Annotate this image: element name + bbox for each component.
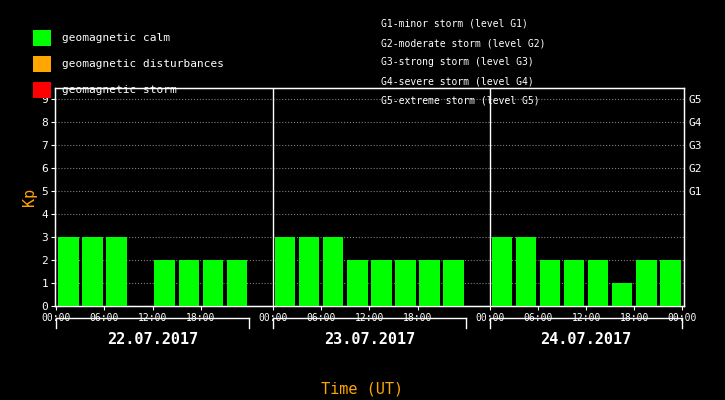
Bar xyxy=(58,237,78,306)
Bar xyxy=(323,237,344,306)
Bar xyxy=(540,260,560,306)
Text: G3-strong storm (level G3): G3-strong storm (level G3) xyxy=(381,58,534,68)
Text: geomagnetic calm: geomagnetic calm xyxy=(62,33,170,43)
Bar xyxy=(107,237,127,306)
Bar xyxy=(444,260,464,306)
Bar xyxy=(275,237,295,306)
Bar xyxy=(612,283,632,306)
Text: G2-moderate storm (level G2): G2-moderate storm (level G2) xyxy=(381,38,545,48)
Bar xyxy=(588,260,608,306)
Bar xyxy=(202,260,223,306)
Text: geomagnetic storm: geomagnetic storm xyxy=(62,85,176,95)
Bar xyxy=(154,260,175,306)
Text: 24.07.2017: 24.07.2017 xyxy=(541,332,631,347)
Bar xyxy=(395,260,415,306)
Bar xyxy=(492,237,512,306)
Y-axis label: Kp: Kp xyxy=(22,188,37,206)
Text: Time (UT): Time (UT) xyxy=(321,381,404,396)
Bar xyxy=(636,260,657,306)
Bar xyxy=(371,260,392,306)
Text: 23.07.2017: 23.07.2017 xyxy=(324,332,415,347)
Bar xyxy=(82,237,103,306)
Bar xyxy=(299,237,320,306)
Text: G5-extreme storm (level G5): G5-extreme storm (level G5) xyxy=(381,96,539,106)
Bar xyxy=(227,260,247,306)
Bar xyxy=(564,260,584,306)
Bar xyxy=(347,260,368,306)
Text: G4-severe storm (level G4): G4-severe storm (level G4) xyxy=(381,77,534,87)
Bar xyxy=(515,237,536,306)
Bar xyxy=(419,260,440,306)
Text: G1-minor storm (level G1): G1-minor storm (level G1) xyxy=(381,19,528,29)
Bar xyxy=(660,260,681,306)
Text: geomagnetic disturbances: geomagnetic disturbances xyxy=(62,59,223,69)
Text: 22.07.2017: 22.07.2017 xyxy=(107,332,198,347)
Bar xyxy=(178,260,199,306)
